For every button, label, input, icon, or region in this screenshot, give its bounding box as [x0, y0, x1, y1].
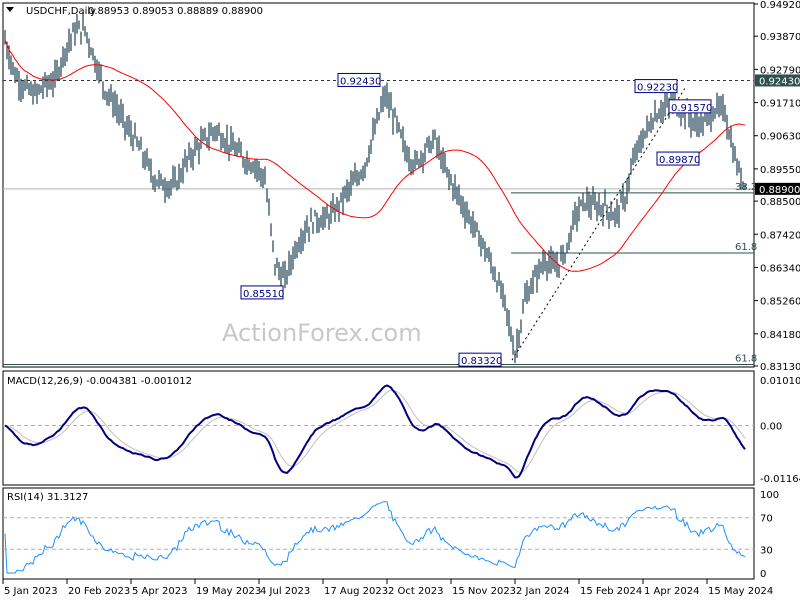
trend-line: [511, 86, 687, 361]
date-tick-label: 2 Jan 2024: [516, 586, 570, 597]
price-tick-label: 0.90630: [760, 132, 800, 143]
date-tick-label: 15 Nov 2023: [452, 586, 516, 597]
price-label-box: [337, 72, 381, 87]
price-label: 0.91570: [671, 103, 712, 114]
date-tick-label: 5 Apr 2023: [132, 586, 187, 597]
rsi-line: [4, 501, 746, 574]
current-price-value: 0.88900: [759, 185, 800, 196]
date-tick-label: 20 Feb 2023: [68, 586, 130, 597]
rsi-title: RSI(14) 31.3127: [7, 492, 88, 503]
current-price-box: [755, 182, 800, 195]
watermark: ActionForex.com: [222, 319, 422, 347]
price-tick-label: 0.91710: [760, 99, 800, 110]
rsi-tick-label: 30: [760, 545, 773, 556]
macd-tick-label: -0.011645: [760, 474, 800, 485]
price-label: 0.92430: [340, 76, 381, 87]
price-tick-label: 0.85260: [760, 297, 800, 308]
rsi-tick-label: 0: [760, 569, 766, 580]
date-tick-label: 5 Jan 2023: [4, 586, 58, 597]
date-tick-label: 2 Oct 2023: [388, 586, 443, 597]
price-tick-label: 0.89550: [760, 165, 800, 176]
price-label-box: [634, 79, 678, 94]
fib-level-label: 38.2: [735, 182, 757, 193]
chart-header-ohlc: 0.88953 0.89053 0.88889 0.88900: [88, 6, 263, 17]
date-tick-label: 15 Feb 2024: [580, 586, 642, 597]
price-tick-label: 0.84180: [760, 330, 800, 341]
macd-pane-frame: [2, 370, 755, 486]
price-label-box: [656, 151, 700, 166]
price-tick-label: 0.88500: [760, 197, 800, 208]
date-tick-label: 17 Aug 2023: [324, 586, 388, 597]
price-tick-label: 0.83130: [760, 362, 800, 373]
date-tick-label: 4 Jul 2023: [260, 586, 310, 597]
price-pane: ActionForex.com 38.2 61.8 61.8 0.92430 0.85…: [2, 2, 757, 368]
rsi-tick-label: 100: [760, 490, 779, 501]
price-label: 0.92230: [637, 83, 678, 94]
chart-header-symbol: USDCHF,Daily: [26, 6, 96, 17]
marked-level-box: [755, 74, 800, 87]
macd-title: MACD(12,26,9) -0.004381 -0.001012: [7, 376, 192, 387]
moving-average-line: [4, 39, 746, 272]
collapse-triangle-icon[interactable]: [6, 7, 14, 12]
macd-pane: 0.010101 0.00 -0.011645 MACD(12,26,9) -0.0…: [2, 370, 800, 486]
fib-level-label: 61.8: [735, 242, 757, 253]
date-tick-label: 19 May 2023: [196, 586, 261, 597]
macd-tick-label: 0.00: [760, 422, 782, 433]
macd-tick-label: 0.010101: [760, 376, 800, 387]
price-pane-frame: [2, 2, 755, 368]
price-tick-label: 0.93870: [760, 32, 800, 43]
macd-signal-line: [4, 389, 746, 473]
price-label-box: [668, 99, 712, 114]
rsi-pane-frame: [2, 487, 755, 580]
price-label-box: [458, 352, 502, 367]
price-label: 0.83320: [461, 356, 502, 367]
marked-level-value: 0.92430: [759, 76, 800, 87]
date-tick-label: 1 Apr 2024: [644, 586, 699, 597]
rsi-tick-label: 70: [760, 514, 773, 525]
macd-line: [4, 384, 746, 479]
price-axis: 0.94920 0.93870 0.92790 0.91710 0.90630 0.895…: [754, 0, 800, 373]
price-label: 0.89870: [659, 155, 700, 166]
price-label-box: [240, 285, 284, 300]
rsi-pane: 100 70 30 0 RSI(14) 31.3127: [2, 487, 779, 580]
price-label: 0.85510: [243, 289, 284, 300]
price-tick-label: 0.92790: [760, 65, 800, 76]
price-tick-label: 0.94920: [760, 0, 800, 11]
date-tick-label: 15 May 2024: [708, 586, 773, 597]
fib-level-label: 61.8: [735, 353, 757, 364]
price-tick-label: 0.87420: [760, 230, 800, 241]
time-axis: 5 Jan 2023 20 Feb 2023 5 Apr 2023 19 May 20…: [2, 579, 773, 597]
price-tick-label: 0.86340: [760, 263, 800, 274]
